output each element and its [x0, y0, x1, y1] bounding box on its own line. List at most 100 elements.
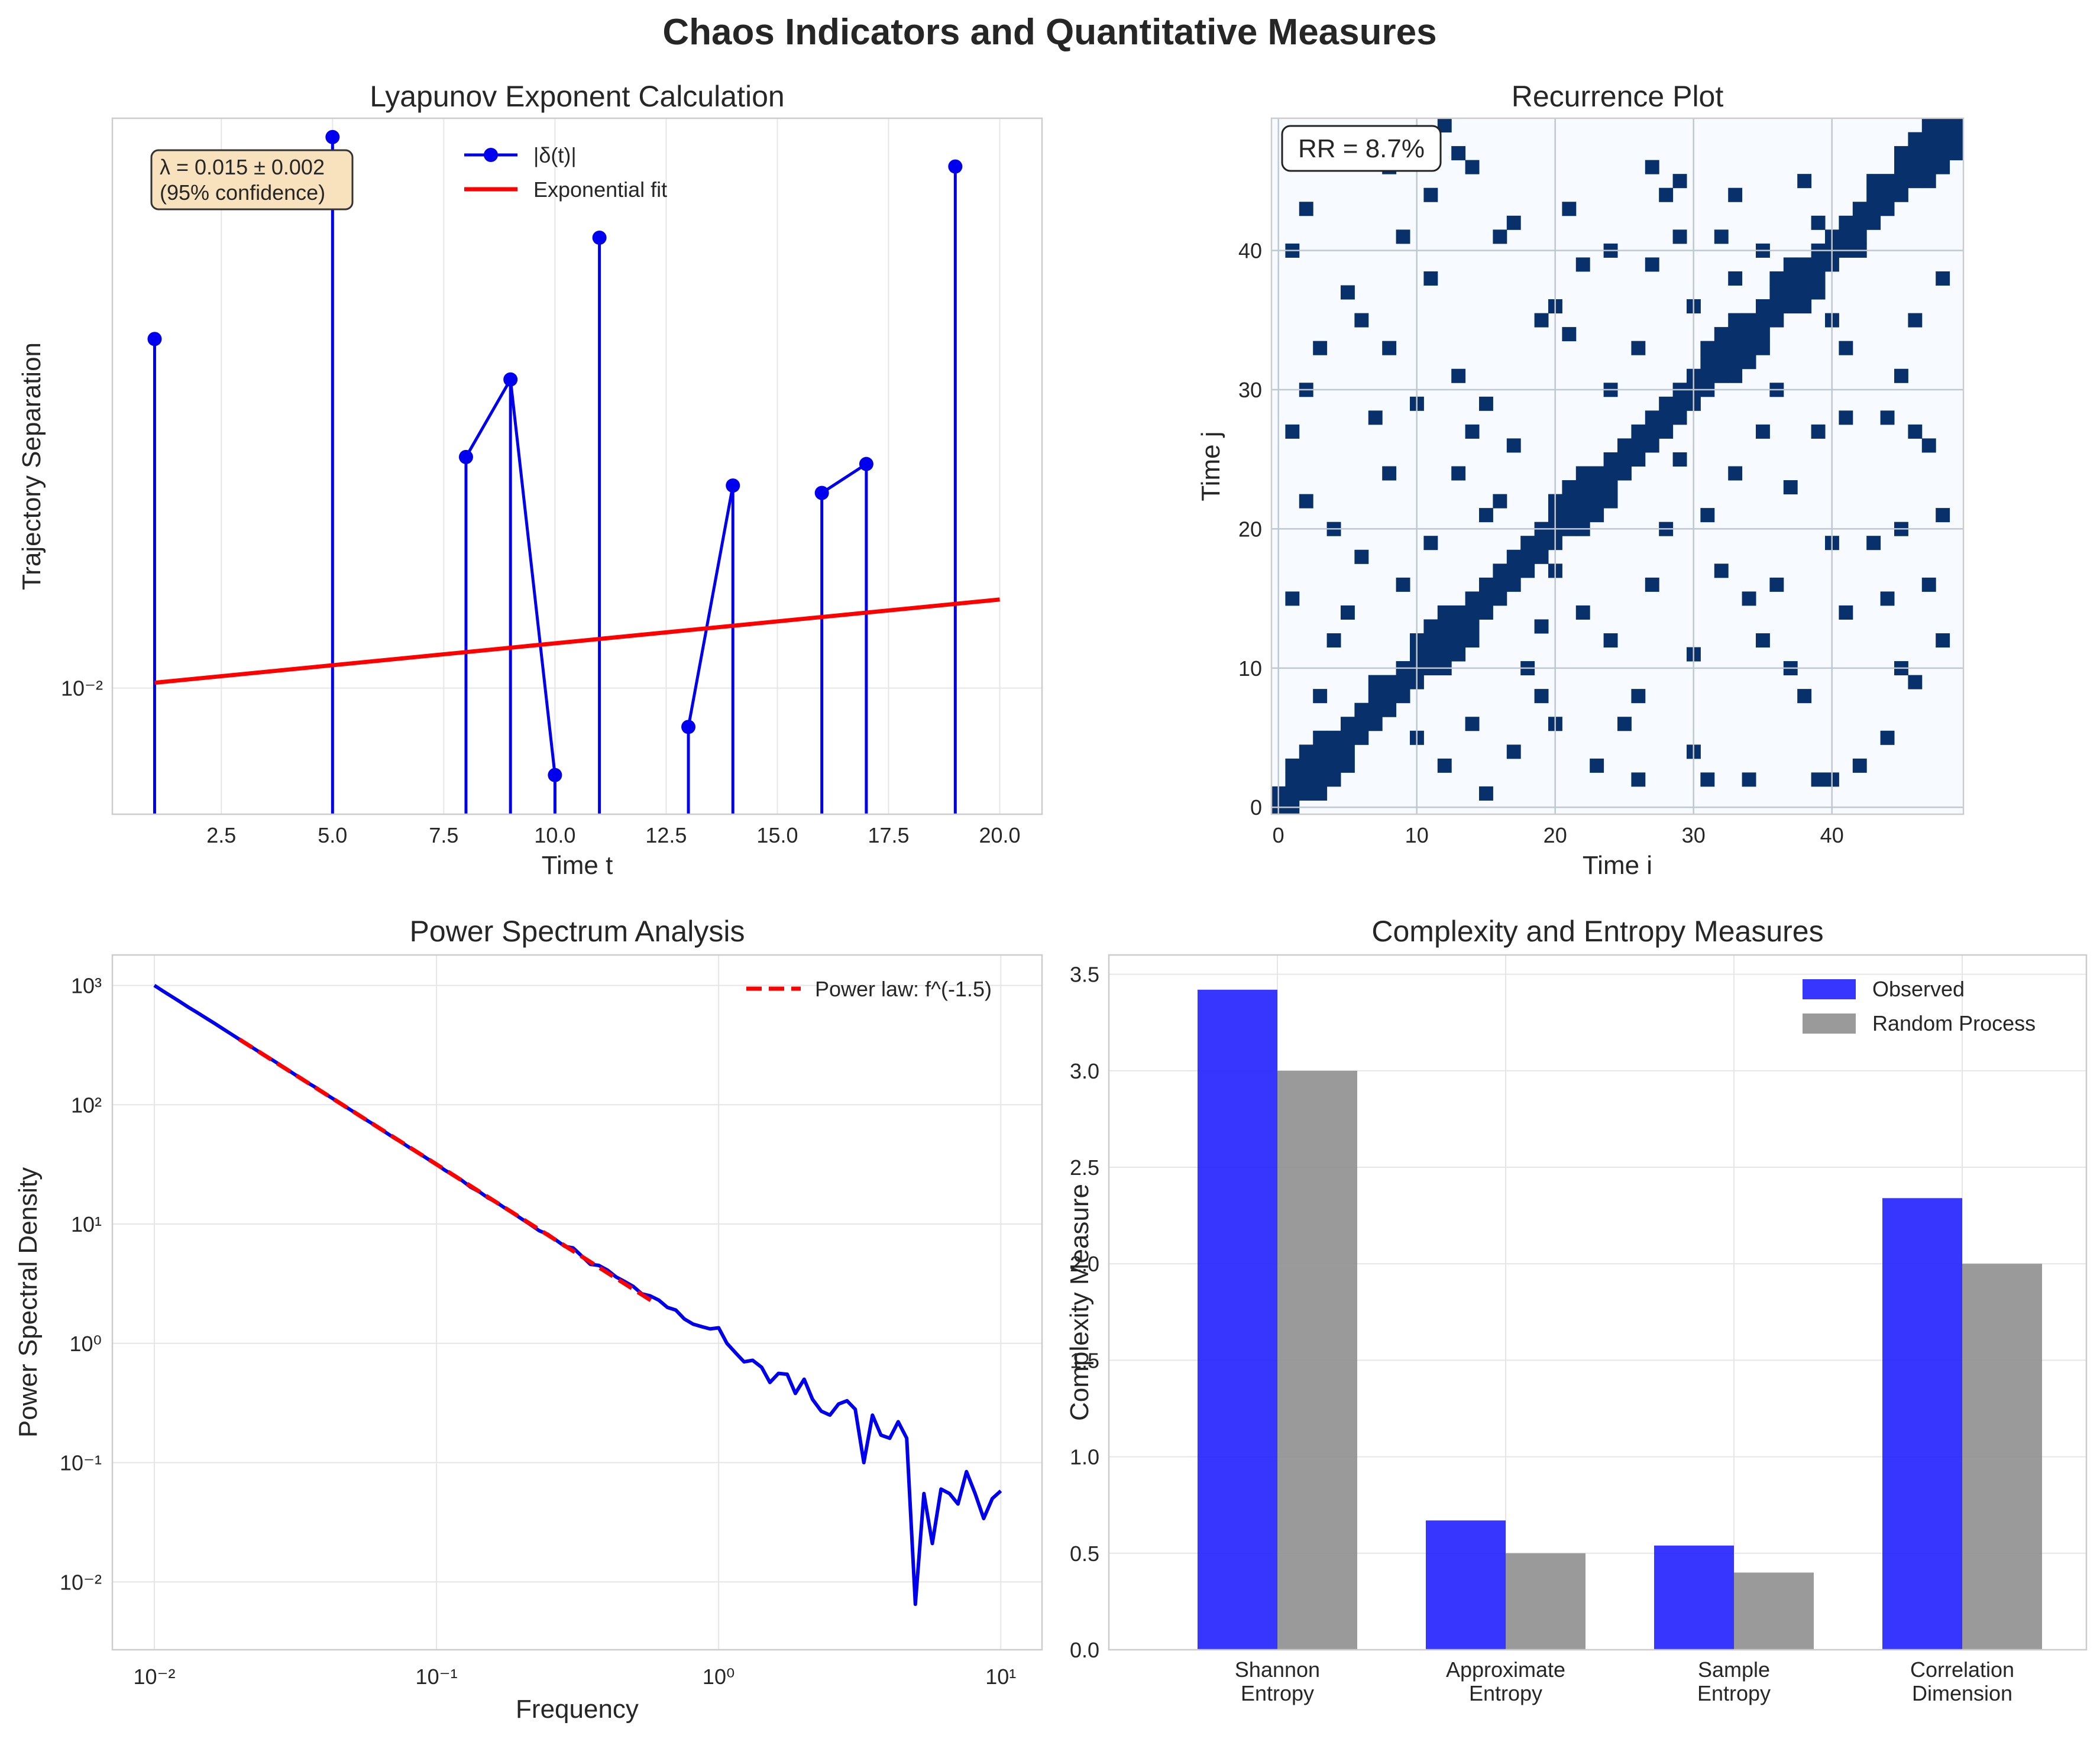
x-tick-label: Entropy — [1241, 1681, 1314, 1705]
y-tick-label: 2.5 — [1070, 1155, 1099, 1180]
recurrence-cell — [1811, 215, 1826, 230]
y-tick-label: 1.5 — [1070, 1348, 1099, 1372]
recurrence-cell — [1908, 160, 1923, 174]
recurrence-cell — [1631, 438, 1646, 453]
recurrence-cell — [1506, 564, 1521, 578]
x-tick-label: 12.5 — [645, 823, 687, 847]
recurrence-cell — [1341, 730, 1355, 745]
recurrence-cell — [1603, 494, 1618, 509]
recurrence-cell — [1368, 702, 1383, 717]
recurrence-cell — [1493, 229, 1507, 244]
recurrence-cell — [1811, 271, 1826, 286]
x-tick-label: 2.5 — [206, 823, 236, 847]
recurrence-cell — [1299, 494, 1313, 509]
recurrence-cell — [1921, 438, 1936, 453]
recurrence-cell — [1520, 564, 1535, 578]
recurrence-cell — [1949, 146, 1964, 161]
recurrence-panel: 0 10 20 30 40 0 10 20 30 40 Recurrence Plot Time i T… — [1196, 80, 1965, 880]
recurrence-cell — [1769, 285, 1784, 300]
legend-swatch-observed — [1803, 979, 1856, 999]
recurrence-cell — [1562, 480, 1577, 495]
random-process-bar — [1734, 1572, 1814, 1650]
x-tick-label: Sample — [1698, 1657, 1770, 1682]
recurrence-cell — [1700, 341, 1715, 355]
recurrence-cell — [1479, 605, 1493, 620]
recurrence-cell — [1382, 341, 1397, 355]
recurrence-cell — [1672, 452, 1687, 467]
recurrence-cell — [1921, 146, 1936, 161]
recurrence-cell — [1769, 299, 1784, 314]
x-tick-label: 5.0 — [318, 823, 347, 847]
recurrence-cell — [1479, 396, 1493, 411]
recurrence-cell — [1672, 174, 1687, 189]
recurrence-cell — [1728, 327, 1743, 342]
recurrence-cell — [1575, 466, 1590, 481]
observed-bar — [1198, 989, 1277, 1650]
x-tick-label: Correlation — [1910, 1657, 2014, 1682]
recurrence-cell — [1423, 633, 1438, 648]
recurrence-cell — [1534, 549, 1549, 564]
y-tick-label: 10⁻² — [60, 1570, 102, 1594]
recurrence-cell — [1839, 605, 1853, 620]
complexity-panel: 0.00.51.01.52.02.53.03.5ShannonEntropyAp… — [1065, 915, 2088, 1705]
recurrence-cell — [1506, 577, 1521, 592]
recurrence-cell — [1285, 786, 1300, 801]
recurrence-cell — [1797, 285, 1812, 300]
recurrence-cell — [1603, 466, 1618, 481]
recurrence-cell — [1700, 368, 1715, 383]
recurrence-cell — [1479, 591, 1493, 606]
recurrence-rate-box — [1281, 125, 1442, 172]
recurrence-cell — [1575, 508, 1590, 523]
recurrence-cell — [1672, 229, 1687, 244]
recurrence-cell — [1756, 327, 1770, 342]
y-axis-label: Power Spectral Density — [14, 1167, 43, 1437]
recurrence-cell — [1659, 410, 1674, 425]
recurrence-cell — [1590, 480, 1604, 495]
recurrence-cell — [1936, 146, 1950, 161]
recurrence-cell — [1866, 187, 1881, 202]
plot-frame — [1270, 117, 1965, 815]
separation-point — [548, 768, 562, 782]
recurrence-cell — [1368, 675, 1383, 689]
recurrence-cell — [1534, 619, 1549, 634]
recurrence-cell — [1617, 466, 1632, 481]
panel-title: Lyapunov Exponent Calculation — [370, 80, 784, 113]
recurrence-cell — [1479, 508, 1493, 523]
x-axis-label: Time i — [1583, 851, 1652, 880]
panel-title: Recurrence Plot — [1512, 80, 1724, 113]
separation-point — [726, 478, 740, 493]
recurrence-cell — [1493, 591, 1507, 606]
recurrence-cell — [1921, 174, 1936, 189]
x-tick-label: 10 — [1405, 823, 1429, 847]
x-tick-label: 10¹ — [985, 1665, 1016, 1689]
x-tick-label: 20 — [1544, 823, 1567, 847]
recurrence-cell — [1645, 438, 1659, 453]
recurrence-cell — [1645, 160, 1659, 174]
observed-bar — [1882, 1198, 1962, 1650]
recurrence-cell — [1728, 341, 1743, 355]
recurrence-cell — [1797, 174, 1812, 189]
recurrence-cell — [1285, 772, 1300, 787]
recurrence-cell — [1714, 327, 1729, 342]
recurrence-cell — [1590, 494, 1604, 509]
recurrence-cell — [1908, 675, 1923, 689]
recurrence-cell — [1728, 313, 1743, 328]
y-tick-label: 20 — [1238, 517, 1262, 541]
recurrence-cell — [1326, 744, 1341, 759]
recurrence-cell — [1866, 202, 1881, 216]
recurrence-cell — [1839, 229, 1853, 244]
separation-point — [458, 449, 473, 464]
recurrence-cell — [1839, 215, 1853, 230]
random-process-bar — [1506, 1553, 1585, 1650]
recurrence-cell — [1451, 633, 1466, 648]
recurrence-cell — [1742, 313, 1756, 328]
recurrence-cell — [1423, 536, 1438, 551]
x-axis-label: Time t — [542, 851, 613, 880]
separation-point — [147, 332, 162, 347]
recurrence-cell — [1797, 299, 1812, 314]
recurrence-cell — [1742, 772, 1756, 787]
recurrence-cell — [1423, 647, 1438, 662]
recurrence-cell — [1465, 633, 1480, 648]
legend-label-observed: Observed — [1872, 977, 1965, 1001]
